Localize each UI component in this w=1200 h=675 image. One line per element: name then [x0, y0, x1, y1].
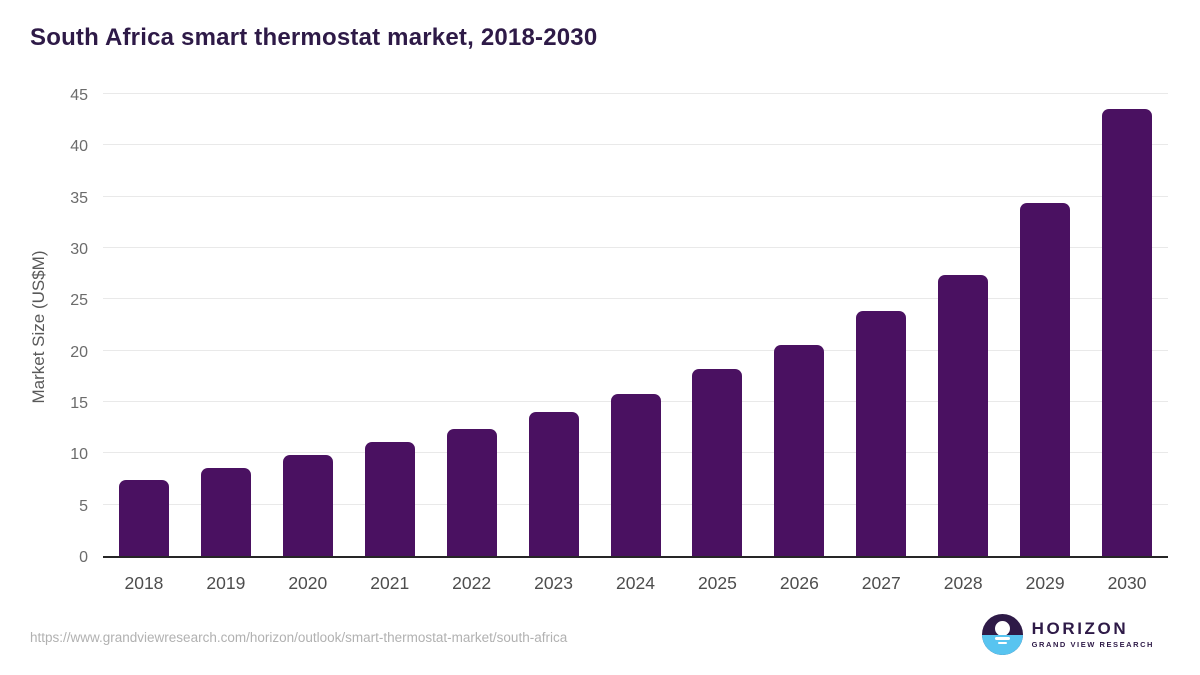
reflection-line-shape: [994, 637, 1010, 640]
y-tick-label: 0: [79, 549, 88, 566]
y-tick-label: 45: [70, 87, 88, 104]
x-tick-label-2021: 2021: [370, 573, 410, 593]
bar-2020[interactable]: [282, 455, 333, 556]
bar-2018[interactable]: [118, 480, 169, 556]
x-tick-label-2029: 2029: [1025, 573, 1065, 593]
plot-area: [103, 93, 1168, 558]
bar-2027[interactable]: [856, 310, 907, 556]
bar-2028[interactable]: [938, 274, 989, 556]
x-tick-label-2026: 2026: [779, 573, 819, 593]
chart-title: South Africa smart thermostat market, 20…: [30, 24, 598, 51]
logo-text: HORIZON GRAND VIEW RESEARCH: [1031, 618, 1154, 650]
x-tick-label-2022: 2022: [452, 573, 492, 593]
bar-2021[interactable]: [364, 442, 415, 556]
y-tick-label: 5: [79, 497, 88, 515]
y-tick-label: 35: [70, 189, 88, 207]
bar-2026[interactable]: [774, 344, 825, 556]
x-tick-label-2027: 2027: [861, 573, 901, 593]
horizon-logo: HORIZON GRAND VIEW RESEARCH: [981, 614, 1154, 655]
y-tick-label: 10: [70, 446, 88, 464]
x-tick-label-2025: 2025: [697, 573, 737, 593]
x-tick-label-2019: 2019: [206, 573, 246, 593]
y-tick-label: 15: [70, 395, 88, 412]
logo-subtitle: GRAND VIEW RESEARCH: [1031, 640, 1154, 650]
y-tick-label: 25: [70, 292, 88, 310]
x-tick-label-2024: 2024: [616, 573, 655, 593]
bar-2023[interactable]: [528, 412, 579, 556]
y-tick-label: 30: [70, 241, 88, 258]
gridline: [103, 144, 1168, 146]
x-tick-label-2023: 2023: [534, 573, 574, 593]
bar-2030[interactable]: [1102, 109, 1153, 556]
gridline: [103, 298, 1168, 300]
bar-2019[interactable]: [200, 467, 251, 556]
x-tick-label-2018: 2018: [124, 573, 164, 593]
y-axis-tick-labels: 0 5 10 15 20 25 30 35 40 45: [0, 87, 88, 566]
bar-2024[interactable]: [610, 393, 661, 556]
gridline: [103, 93, 1168, 94]
x-axis-tick-labels: 2018 2019 2020 2021 2022 2023 2024 2025 2026 2027…: [103, 573, 1168, 599]
gridline: [103, 349, 1168, 351]
x-tick-label-2028: 2028: [943, 573, 983, 593]
x-tick-label-2030: 2030: [1107, 573, 1147, 593]
bar-2029[interactable]: [1020, 202, 1071, 556]
y-tick-label: 20: [70, 343, 88, 361]
bar-2022[interactable]: [446, 428, 497, 556]
y-tick-label: 40: [70, 138, 88, 156]
water-shape: [981, 634, 1023, 655]
x-tick-label-2020: 2020: [288, 573, 328, 593]
reflection-line-shape: [997, 641, 1007, 644]
horizon-sunset-icon: [981, 614, 1023, 655]
gridline: [103, 195, 1168, 197]
sun-arch-shape: [994, 620, 1010, 636]
gridline: [103, 247, 1168, 248]
bar-2025[interactable]: [692, 369, 743, 556]
logo-name: HORIZON: [1031, 618, 1129, 638]
source-url: https://www.grandviewresearch.com/horizo…: [30, 630, 568, 645]
